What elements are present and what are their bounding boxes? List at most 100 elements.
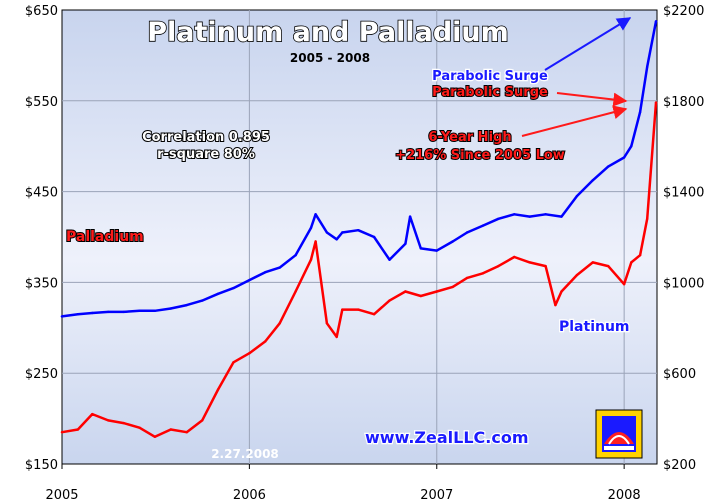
palladium-point [248, 352, 251, 355]
platinum-point [646, 65, 649, 69]
palladium-point [335, 335, 338, 339]
palladium-point [654, 101, 658, 104]
platinum-point [560, 215, 563, 218]
platinum-point [169, 307, 172, 310]
platinum-point [408, 215, 412, 218]
palladium-point [638, 254, 642, 257]
chart-subtitle: 2005 - 2008 [290, 51, 370, 65]
palladium-point [528, 261, 531, 264]
platinum-point [591, 179, 594, 182]
palladium-line [60, 101, 658, 439]
palladium-point [630, 261, 633, 264]
palladium-point [76, 428, 80, 431]
left-y-tick-label: $650 [25, 4, 58, 19]
platinum-point [630, 145, 633, 148]
palladium-point [325, 322, 329, 325]
palladium-point [107, 419, 110, 422]
platinum-point [185, 303, 188, 307]
platinum-point [607, 165, 610, 168]
platinum-point [201, 299, 204, 302]
platinum-point [76, 313, 80, 316]
platinum-point [435, 249, 438, 252]
platinum-point [294, 254, 297, 257]
left-y-tick-label: $250 [25, 367, 58, 382]
left-y-tick-label: $550 [25, 95, 58, 110]
platinum-point [335, 238, 338, 241]
platinum-point [404, 242, 407, 245]
palladium-point [169, 428, 172, 431]
platinum-point [264, 271, 267, 274]
zeal-logo [595, 409, 643, 459]
platinum-point [388, 258, 391, 261]
palladium-point [201, 419, 204, 422]
palladium-point [646, 217, 649, 220]
palladium-point [91, 412, 94, 416]
website-watermark: www.ZealLLC.com [365, 428, 529, 447]
platinum-point [638, 110, 642, 114]
x-tick-label: 2008 [608, 488, 641, 503]
palladium-point [216, 388, 220, 391]
since-2005-low-annotation: +216% Since 2005 Low [395, 148, 565, 163]
platinum-point [372, 235, 376, 239]
palladium-surge-annotation: Parabolic Surge [432, 85, 548, 100]
platinum-point [314, 213, 317, 216]
platinum-point [107, 310, 110, 314]
right-y-tick-label: $200 [663, 458, 696, 473]
platinum-point [481, 224, 485, 227]
palladium-series-label: Palladium [66, 229, 144, 245]
platinum-point [528, 215, 531, 218]
platinum-point [419, 247, 422, 250]
palladium-point [122, 421, 125, 425]
platinum-line [60, 20, 658, 318]
palladium-point [591, 261, 594, 264]
platinum-surge-arrow [544, 17, 632, 71]
palladium-point [153, 435, 157, 438]
grid-lines [62, 10, 657, 464]
platinum-point [248, 278, 251, 282]
palladium-point [60, 431, 64, 434]
right-y-tick-label: $2200 [663, 4, 704, 19]
palladium-point [554, 303, 557, 307]
platinum-point [357, 229, 360, 232]
platinum-point [138, 309, 141, 312]
palladium-point [372, 313, 376, 316]
platinum-point [513, 213, 516, 216]
date-stamp: 2.27.2008 [211, 447, 279, 461]
palladium-point [465, 276, 469, 280]
palladium-point [138, 426, 141, 429]
platinum-point [153, 309, 157, 312]
right-y-tick-label: $1400 [663, 186, 704, 201]
palladium-point [278, 322, 281, 325]
x-tick-label: 2007 [420, 488, 453, 503]
palladium-point [497, 264, 500, 268]
platinum-point [575, 194, 579, 198]
platinum-point [654, 20, 658, 23]
left-axis-ticks: $150 $250 $350 $450 $550 $650 [25, 4, 58, 473]
six-year-high-annotation: 6-Year High [428, 130, 511, 145]
platinum-point [278, 266, 281, 269]
palladium-point [419, 294, 422, 298]
right-y-tick-label: $1000 [663, 276, 704, 291]
platinum-series-label: Platinum [559, 319, 630, 335]
right-y-tick-label: $1800 [663, 95, 704, 110]
palladium-point [264, 340, 267, 343]
palladium-point [294, 290, 297, 293]
x-axis-ticks: 2005 2006 2007 2008 [45, 464, 641, 503]
palladium-point [560, 290, 563, 293]
right-y-tick-label: $600 [663, 367, 696, 382]
platinum-surge-annotation: Parabolic Surge [432, 69, 548, 84]
chart-title: Platinum and Palladium [147, 17, 509, 48]
platinum-point [91, 311, 94, 315]
platinum-point [497, 217, 500, 220]
x-tick-label: 2005 [45, 488, 78, 503]
palladium-point [435, 290, 438, 293]
x-tick-label: 2006 [233, 488, 266, 503]
platinum-point [325, 231, 329, 234]
left-y-tick-label: $350 [25, 276, 58, 291]
platinum-point [544, 213, 547, 216]
platinum-point [60, 315, 64, 318]
correlation-annotation: Correlation 0.895 [142, 130, 270, 145]
palladium-point [232, 361, 235, 364]
platinum-point [451, 240, 454, 243]
